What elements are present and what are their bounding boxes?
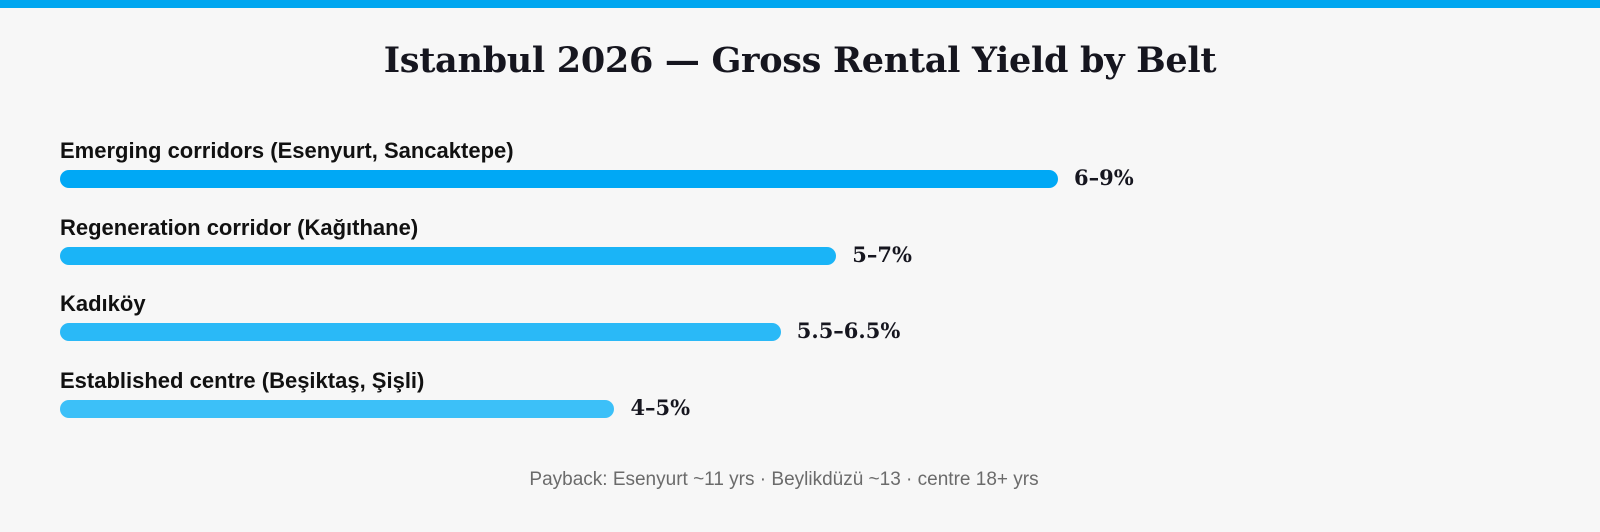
payback-footnote: Payback: Esenyurt ~11 yrs · Beylikdüzü ~… — [529, 469, 1039, 490]
bar — [60, 170, 1058, 188]
bar-value-label: 6–9% — [1074, 165, 1134, 190]
bar-label: Established centre (Beşiktaş, Şişli) — [60, 367, 425, 393]
bar — [60, 246, 837, 265]
bar — [60, 399, 615, 418]
bar — [60, 323, 781, 341]
bar-label: Regeneration corridor (Kağıthane) — [60, 214, 419, 240]
bar-label: Emerging corridors (Esenyurt, Sancaktepe… — [60, 138, 514, 163]
chart-title: Istanbul 2026 — Gross Rental Yield by Be… — [383, 40, 1217, 81]
bar-label: Kadıköy — [60, 291, 146, 316]
bar-value-label: 4–5% — [630, 394, 691, 420]
top-accent-stripe — [0, 0, 1600, 8]
bar-value-label: 5–7% — [852, 241, 912, 267]
bar-value-label: 5.5–6.5% — [796, 318, 901, 343]
